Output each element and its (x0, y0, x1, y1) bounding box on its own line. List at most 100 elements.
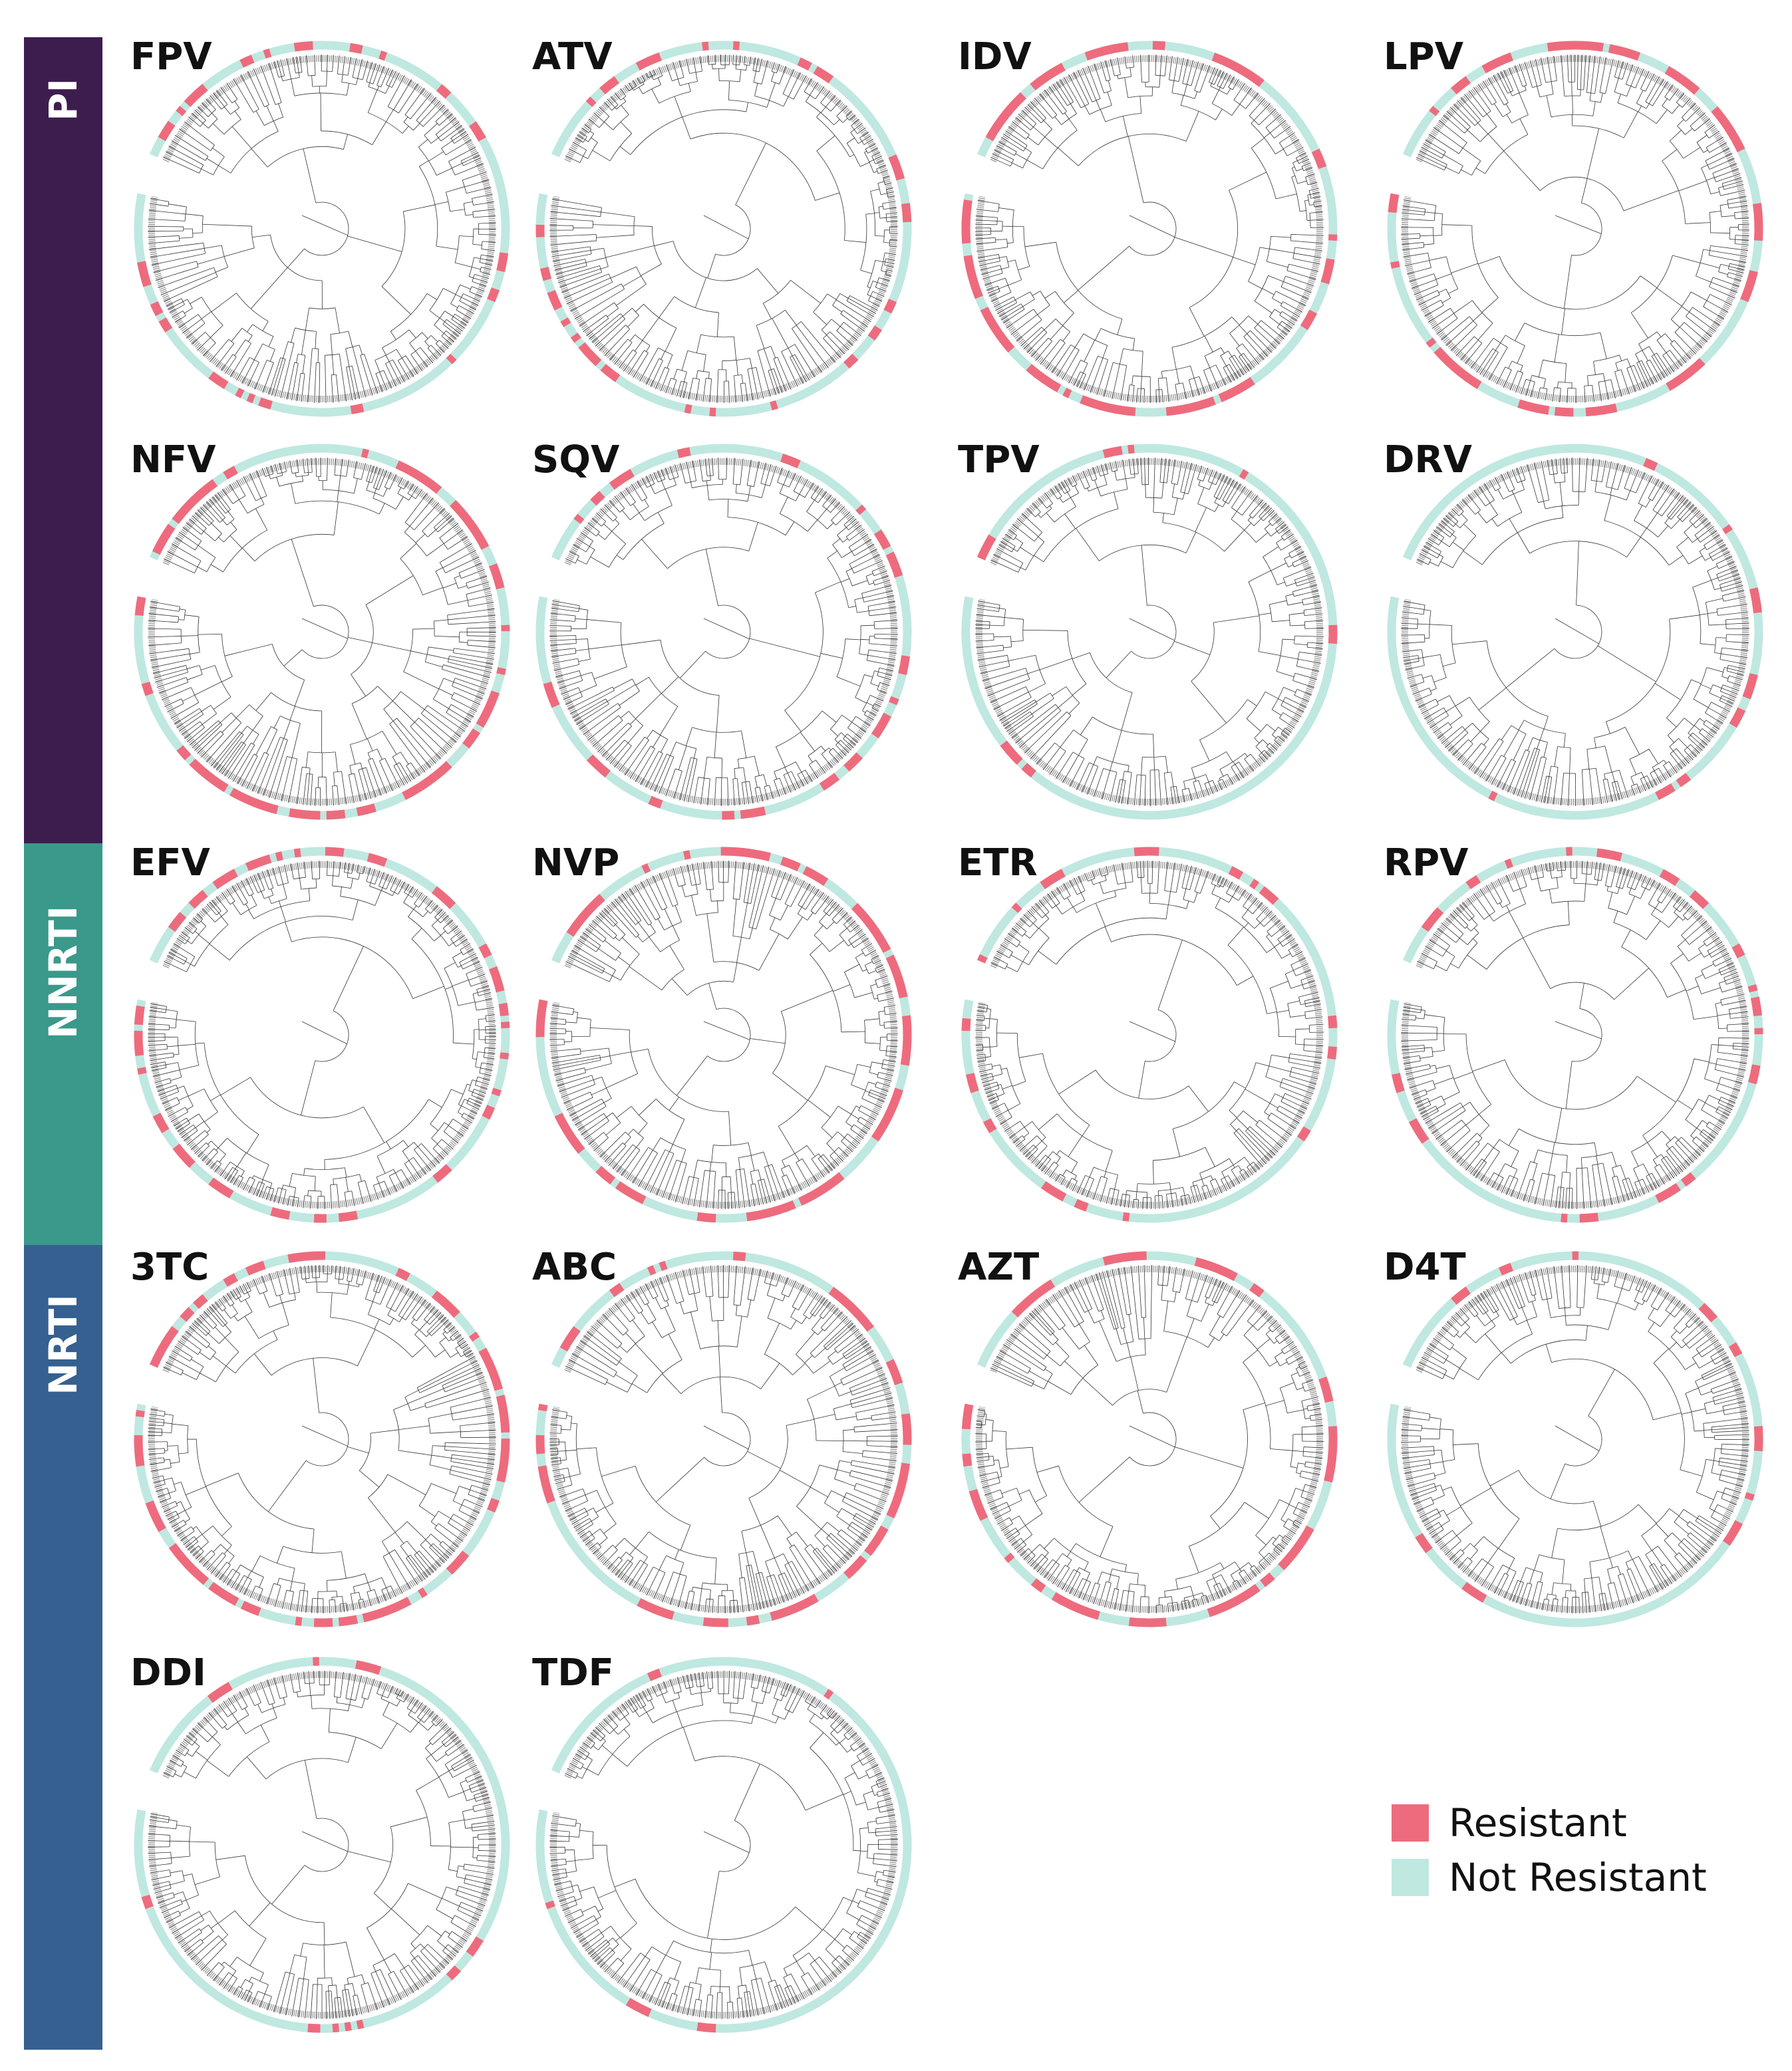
class-band-pi: PI (24, 37, 102, 843)
resistant-segment (1320, 258, 1335, 285)
resistant-segment (1084, 42, 1129, 61)
tree-title: TDF (532, 1651, 614, 1695)
resistant-segment (1080, 395, 1136, 416)
circular-tree (134, 847, 510, 1223)
resistant-segment (258, 397, 273, 410)
resistant-segment (145, 1500, 166, 1532)
resistant-segment (535, 1435, 545, 1454)
resistant-segment (436, 84, 452, 99)
resistant-segment (1740, 270, 1758, 303)
resistant-segment (1194, 1257, 1238, 1282)
resistant-segment (1747, 1064, 1761, 1085)
resistant-segment (886, 1462, 911, 1518)
resistant-segment (746, 1200, 796, 1222)
circular-tree (961, 847, 1338, 1223)
resistant-segment (963, 255, 984, 299)
resistant-segment (229, 787, 279, 815)
resistant-segment (1433, 346, 1482, 390)
tree-panel-d4t: D4T (1384, 1249, 1783, 1648)
resistant-segment (1390, 261, 1400, 269)
resistant-segment (1278, 1525, 1314, 1570)
resistant-segment (367, 853, 388, 867)
tree-panel-efv: EFV (130, 845, 529, 1244)
resistant-segment (189, 758, 229, 793)
resistant-segment (648, 795, 663, 809)
resistant-segment (431, 1290, 460, 1318)
resistant-segment (468, 1331, 480, 1342)
resistant-segment (595, 1166, 616, 1185)
circular-tree (535, 1657, 912, 2033)
resistant-segment (828, 1286, 875, 1332)
tree-title: IDV (958, 35, 1032, 78)
tree-title: 3TC (130, 1246, 210, 1289)
resistant-segment (1004, 1552, 1015, 1564)
resistant-segment (843, 353, 859, 369)
resistant-segment (600, 364, 621, 382)
resistant-segment (900, 1015, 912, 1066)
tree-branches (975, 458, 1324, 806)
resistant-segment (239, 55, 255, 68)
resistant-segment (1753, 1426, 1763, 1452)
resistant-segment (1488, 790, 1498, 801)
tree-title: RPV (1384, 841, 1469, 885)
legend-item-not-resistant: Not Resistant (1392, 1850, 1707, 1905)
resistant-segment (746, 1615, 760, 1626)
resistant-segment (344, 2022, 352, 2032)
resistant-segment (1324, 1426, 1338, 1483)
class-label-pi: PI (41, 78, 86, 122)
tree-title: FPV (130, 35, 212, 78)
resistant-segment (338, 1210, 359, 1222)
legend-label-not-resistant: Not Resistant (1449, 1855, 1707, 1900)
resistant-segment (615, 1180, 647, 1204)
resistant-segment (969, 1488, 988, 1521)
tree-panel-azt: AZT (958, 1249, 1357, 1648)
tree-panel-abc: ABC (532, 1249, 931, 1648)
resistant-segment (1239, 469, 1249, 480)
resistant-segment (150, 301, 164, 317)
resistance-ring (134, 41, 510, 417)
resistant-segment (702, 41, 709, 51)
tree-panel-nfv: NFV (130, 442, 529, 841)
resistant-segment (885, 1359, 903, 1385)
resistant-segment (659, 1260, 668, 1272)
class-band-nnrti: NNRTI (24, 843, 102, 1245)
resistant-segment (462, 728, 480, 749)
resistant-segment (1165, 396, 1216, 416)
tree-branches (975, 55, 1324, 403)
resistant-segment (240, 1600, 261, 1616)
resistant-segment (696, 2022, 716, 2033)
resistant-segment (172, 1143, 196, 1169)
resistant-segment (976, 954, 988, 964)
resistant-segment (432, 1164, 452, 1183)
resistant-segment (647, 1668, 663, 1681)
resistant-segment (545, 1900, 555, 1909)
resistant-segment (1722, 1520, 1743, 1546)
resistant-segment (1011, 1279, 1056, 1317)
resistant-segment (547, 290, 563, 311)
resistant-segment (1750, 996, 1762, 1017)
resistant-segment (1026, 364, 1062, 392)
tree-panel-fpv: FPV (130, 39, 529, 438)
class-band-nrti: NRTI (24, 1245, 102, 2050)
resistant-segment (338, 1615, 359, 1627)
resistant-segment (1259, 886, 1279, 905)
resistant-segment (1517, 399, 1550, 415)
resistant-segment (208, 1582, 239, 1606)
resistant-segment (350, 403, 365, 414)
tree-branches (1401, 458, 1749, 807)
tree-title: NVP (532, 841, 620, 885)
resistant-segment (843, 1555, 867, 1580)
resistant-segment (676, 447, 691, 458)
resistant-segment (819, 773, 840, 791)
resistant-segment (1744, 1492, 1755, 1501)
resistant-segment (1731, 943, 1745, 958)
resistant-segment (134, 1435, 145, 1467)
tree-panel-drv: DRV (1384, 442, 1783, 841)
circular-tree (961, 1251, 1338, 1627)
resistant-segment (446, 1550, 470, 1575)
tree-branches (549, 55, 898, 404)
resistant-segment (965, 1073, 979, 1093)
resistant-segment (1481, 52, 1514, 74)
resistant-segment (395, 460, 442, 494)
resistant-segment (1742, 673, 1758, 700)
